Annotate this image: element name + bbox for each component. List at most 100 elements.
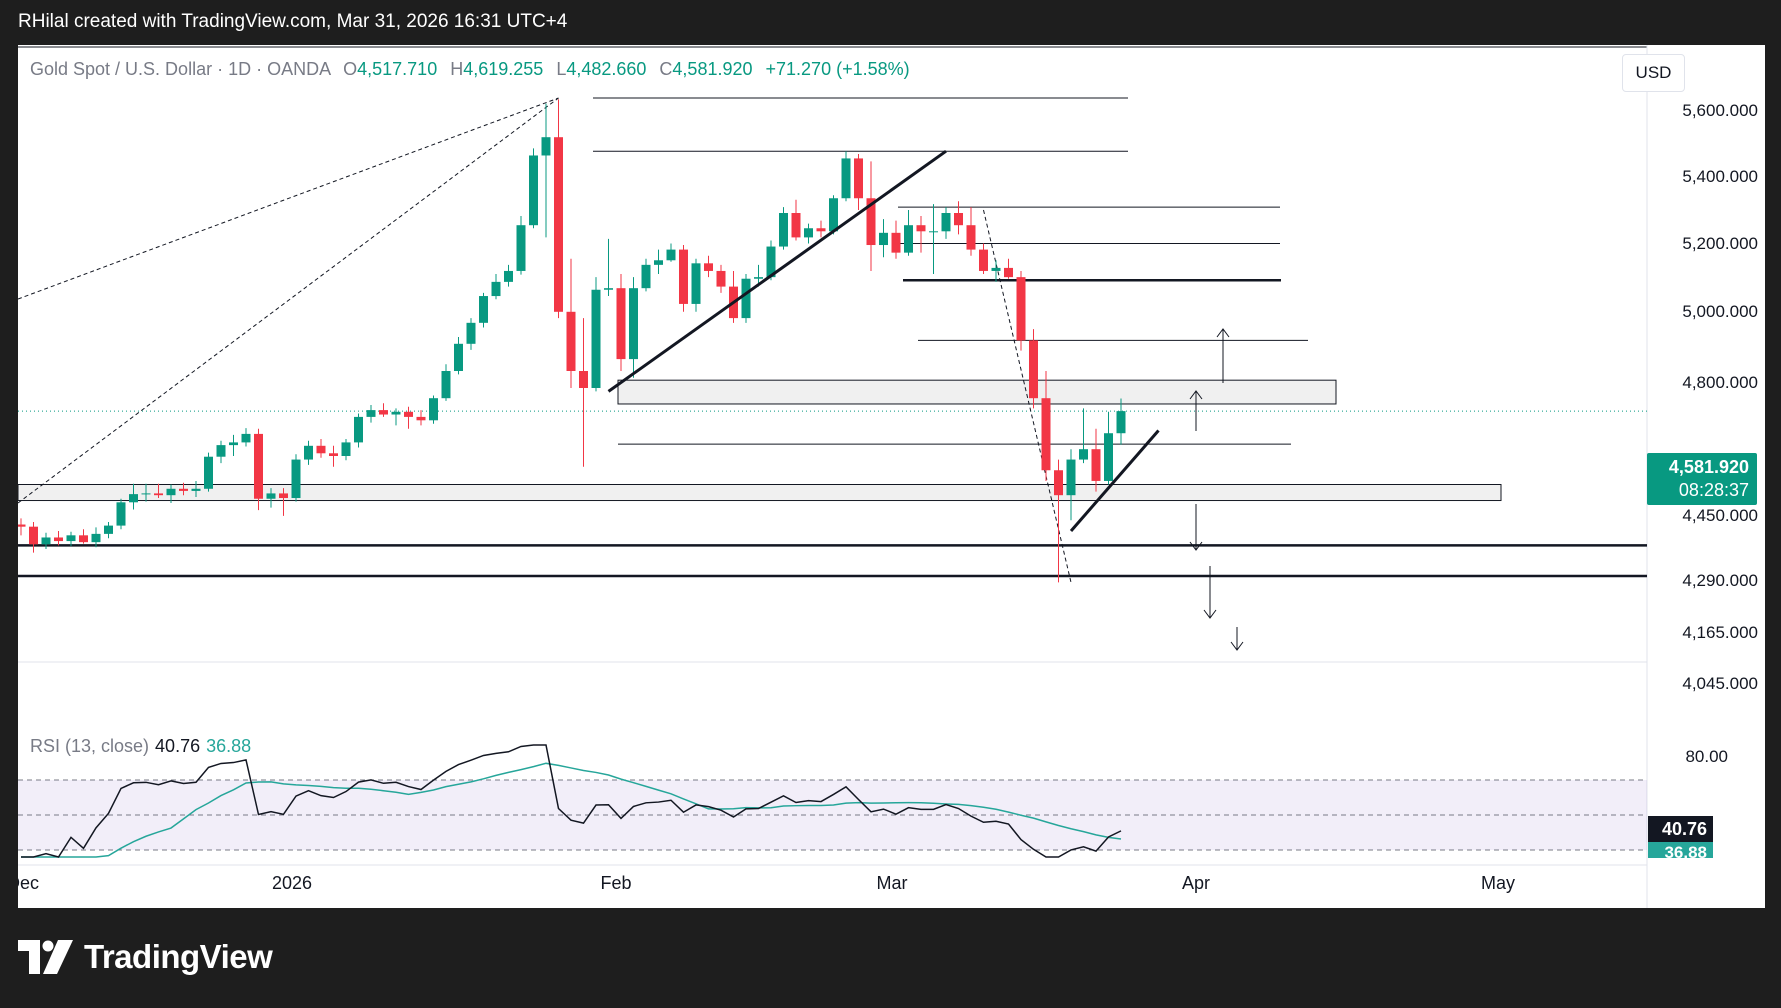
candle-body	[529, 155, 538, 226]
chart-area[interactable]: Gold Spot / U.S. Dollar · 1D · OANDA O4,…	[18, 45, 1765, 908]
candle-body	[629, 288, 638, 360]
candle-body	[579, 371, 588, 388]
candle-body	[866, 198, 876, 246]
rsi-axis-label: 80.00	[1685, 747, 1728, 766]
price-axis-label: 4,800.000	[1682, 373, 1758, 392]
candle-body	[954, 213, 963, 226]
candle-body	[779, 213, 788, 247]
projection-arrowhead	[1216, 328, 1230, 338]
candle-body	[891, 232, 901, 253]
legend-open: 4,517.710	[357, 59, 438, 79]
legend-open-key: O	[343, 59, 358, 79]
price-axis-label: 4,290.000	[1682, 571, 1758, 590]
rsi-value: 40.76	[155, 736, 201, 756]
candle-body	[654, 260, 663, 265]
candle-body	[591, 289, 601, 388]
tradingview-brand: TradingView	[18, 938, 273, 976]
candle-body	[54, 537, 63, 542]
time-axis-label: Mar	[876, 873, 908, 893]
time-axis-label: Feb	[600, 873, 632, 893]
candle-body	[279, 493, 288, 499]
rsi-ma-line	[21, 762, 1122, 858]
legend-close: 4,581.920	[672, 59, 753, 79]
time-axis-label: Dec	[18, 873, 40, 893]
candle-body	[966, 225, 976, 250]
candle-body	[1116, 411, 1126, 434]
candle-body	[554, 137, 563, 312]
legend-change: +71.270 (+1.58%)	[765, 59, 910, 79]
projection-arrowhead	[1203, 609, 1217, 619]
candle-body	[1104, 433, 1113, 481]
rsi-value-badge: 40.76	[1648, 816, 1713, 842]
currency-button[interactable]: USD	[1622, 54, 1685, 92]
candle-body	[391, 411, 401, 415]
candle-body	[666, 249, 676, 261]
current-price-badge: 4,581.920 08:28:37	[1647, 453, 1757, 505]
candle-body	[1041, 398, 1051, 471]
candle-body	[1004, 267, 1013, 278]
candle-body	[404, 411, 413, 417]
candle-body	[291, 459, 301, 499]
candle-body	[66, 535, 76, 542]
candle-body	[479, 296, 488, 323]
candle-body	[104, 525, 113, 534]
candle-body	[79, 535, 88, 543]
legend-close-key: C	[659, 59, 673, 79]
candle-body	[466, 322, 476, 344]
candle-body	[541, 137, 551, 156]
bar-countdown: 08:28:37	[1678, 480, 1749, 500]
rising-trendline	[607, 149, 947, 393]
candle-body	[266, 493, 276, 499]
candle-body	[616, 288, 626, 360]
legend-symbol[interactable]: Gold Spot / U.S. Dollar · 1D · OANDA	[30, 59, 331, 79]
fan-line	[18, 97, 559, 300]
candle-body	[41, 537, 51, 545]
candle-body	[929, 231, 938, 233]
candle-body	[766, 246, 776, 278]
candle-body	[179, 488, 188, 491]
candle-body	[841, 158, 851, 199]
rsi-legend: RSI (13, close) 40.76 36.88	[30, 736, 251, 757]
candle-body	[329, 453, 338, 456]
price-axis-label: 5,400.000	[1682, 167, 1758, 186]
candle-body	[18, 524, 26, 527]
candle-body	[29, 526, 38, 545]
time-axis-label: May	[1480, 873, 1516, 893]
fan-line	[18, 97, 559, 504]
chart-caption: RHilal created with TradingView.com, Mar…	[18, 11, 568, 32]
rsi-title[interactable]: RSI (13, close)	[30, 736, 150, 756]
price-axis-label: 5,000.000	[1682, 302, 1758, 321]
candle-body	[154, 493, 163, 496]
price-axis-label: 5,600.000	[1682, 101, 1758, 120]
price-zone	[617, 379, 1337, 405]
candle-body	[641, 264, 651, 289]
candle-body	[941, 213, 951, 232]
candle-body	[854, 158, 863, 199]
rsi-ma-value: 36.88	[206, 736, 252, 756]
candle-body	[316, 445, 326, 454]
candle-body	[454, 343, 463, 371]
candle-body	[366, 410, 376, 417]
symbol-legend: Gold Spot / U.S. Dollar · 1D · OANDA O4,…	[30, 59, 910, 80]
candle-body	[379, 410, 388, 415]
price-chart[interactable]	[18, 45, 1765, 908]
price-axis-label: 4,450.000	[1682, 506, 1758, 525]
candle-body	[741, 278, 751, 319]
candle-body	[1091, 449, 1101, 481]
candle-body	[716, 270, 726, 287]
candle-body	[216, 445, 226, 457]
candle-body	[916, 225, 926, 232]
candle-body	[979, 249, 988, 271]
candle-body	[304, 445, 313, 460]
projection-arrowhead	[1230, 641, 1244, 651]
candle-body	[679, 249, 688, 304]
candle-body	[991, 267, 1001, 271]
time-axis-label: Apr	[1181, 873, 1211, 893]
price-axis-label: 4,045.000	[1682, 674, 1758, 693]
candle-body	[191, 488, 201, 491]
candle-body	[441, 371, 451, 399]
candle-body	[166, 488, 176, 496]
candle-body	[879, 232, 888, 246]
candle-body	[241, 433, 251, 443]
rsi-ma-badge: 36.88	[1648, 842, 1713, 858]
